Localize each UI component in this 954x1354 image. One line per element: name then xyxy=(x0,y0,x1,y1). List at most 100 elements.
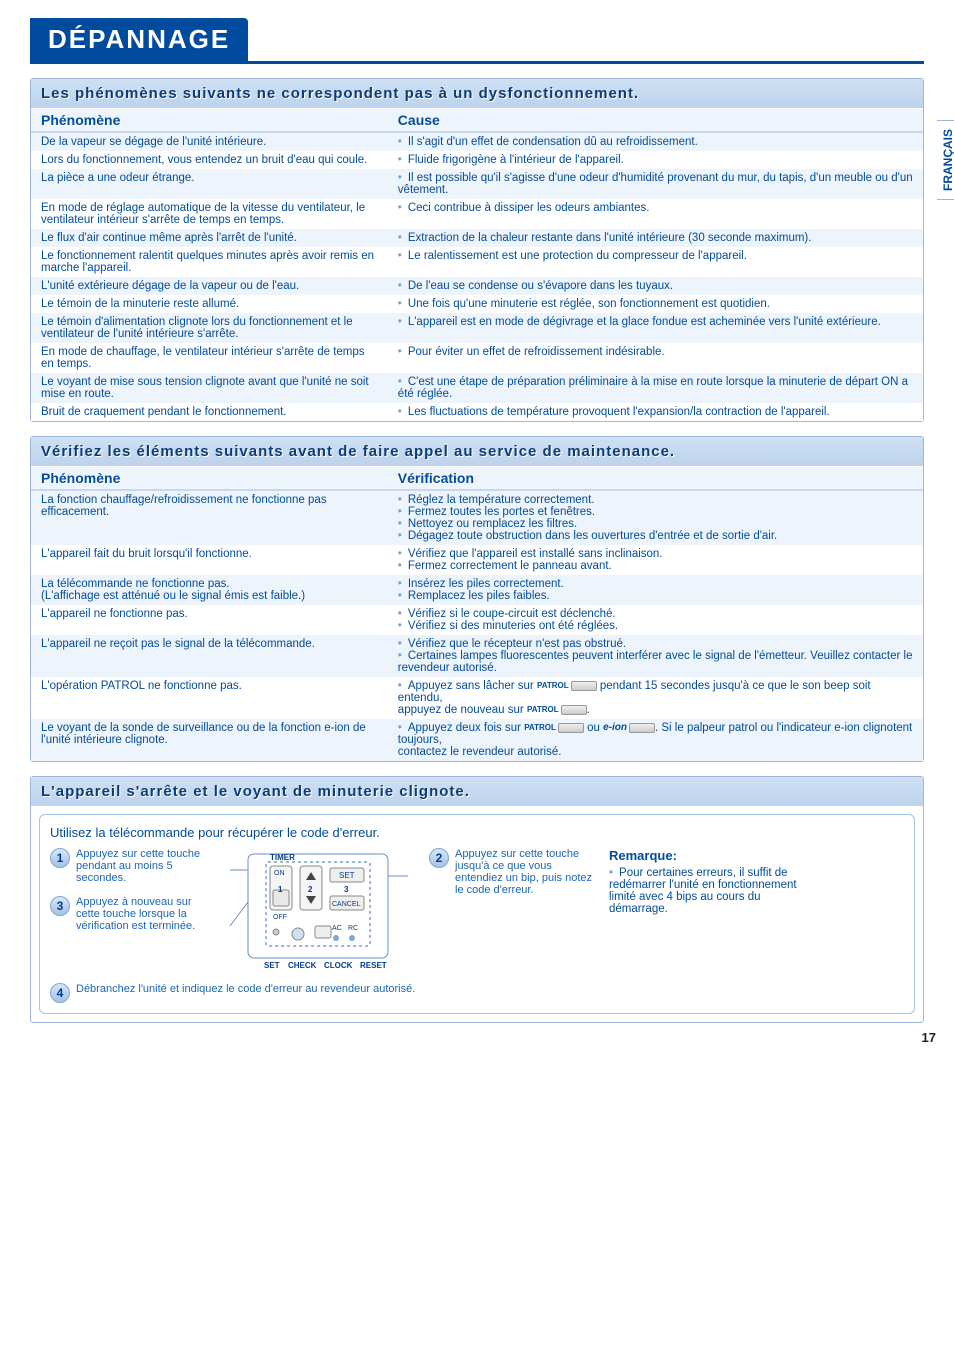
badge-3: 3 xyxy=(50,896,70,916)
page-number: 17 xyxy=(922,1030,936,1045)
table-phenomena-verif: Phénomène Vérification La fonction chauf… xyxy=(31,466,923,761)
cell-phenomene: La fonction chauffage/refroidissement ne… xyxy=(31,490,388,545)
svg-text:TIMER: TIMER xyxy=(270,853,295,862)
cell-verification: Vérifiez que le récepteur n'est pas obst… xyxy=(388,635,923,677)
svg-text:SET: SET xyxy=(264,961,280,970)
badge-1: 1 xyxy=(50,848,70,868)
svg-text:2: 2 xyxy=(308,885,313,894)
cell-cause: Le ralentissement est une protection du … xyxy=(388,247,923,277)
step-2: 2 Appuyez sur cette touche jusqu'à ce qu… xyxy=(429,848,595,896)
step1-text: Appuyez sur cette touche pendant au moin… xyxy=(76,848,206,884)
table-row: De la vapeur se dégage de l'unité intéri… xyxy=(31,132,923,151)
cell-cause: De l'eau se condense ou s'évapore dans l… xyxy=(388,277,923,295)
cell-phenomene: L'appareil ne fonctionne pas. xyxy=(31,605,388,635)
section1-header: Les phénomènes suivants ne correspondent… xyxy=(31,79,923,108)
svg-text:OFF: OFF xyxy=(273,914,287,921)
cell-phenomene: Le fonctionnement ralentit quelques minu… xyxy=(31,247,388,277)
remark-box: Remarque: Pour certaines erreurs, il suf… xyxy=(609,848,799,915)
cell-verification: Appuyez deux fois sur PATROL ou e-ion. S… xyxy=(388,719,923,761)
table-row: En mode de chauffage, le ventilateur int… xyxy=(31,343,923,373)
badge-2: 2 xyxy=(429,848,449,868)
cell-cause: C'est une étape de préparation prélimina… xyxy=(388,373,923,403)
step-4: 4 Débranchez l'unité et indiquez le code… xyxy=(50,983,904,1003)
col-verification: Vérification xyxy=(388,467,923,491)
cell-phenomene: En mode de chauffage, le ventilateur int… xyxy=(31,343,388,373)
page-title: DÉPANNAGE xyxy=(30,18,248,61)
table-row: L'opération PATROL ne fonctionne pas.App… xyxy=(31,677,923,719)
cell-verification: Appuyez sans lâcher sur PATROL pendant 1… xyxy=(388,677,923,719)
cell-verification: Insérez les piles correctement.Remplacez… xyxy=(388,575,923,605)
cell-verification: Vérifiez si le coupe-circuit est déclenc… xyxy=(388,605,923,635)
svg-text:1: 1 xyxy=(278,885,283,894)
cell-phenomene: Le voyant de mise sous tension clignote … xyxy=(31,373,388,403)
cell-phenomene: La pièce a une odeur étrange. xyxy=(31,169,388,199)
cell-phenomene: Le témoin de la minuterie reste allumé. xyxy=(31,295,388,313)
svg-text:RC: RC xyxy=(348,925,358,932)
language-tab: FRANÇAIS xyxy=(937,120,954,200)
col-phenomene2: Phénomène xyxy=(31,467,388,491)
table-row: Bruit de craquement pendant le fonctionn… xyxy=(31,403,923,421)
step3-text: Appuyez à nouveau sur cette touche lorsq… xyxy=(76,896,206,932)
table-row: L'appareil ne reçoit pas le signal de la… xyxy=(31,635,923,677)
cell-cause: Il s'agit d'un effet de condensation dû … xyxy=(388,132,923,151)
svg-text:CHECK: CHECK xyxy=(288,961,317,970)
svg-text:ON: ON xyxy=(274,870,285,877)
cell-phenomene: L'appareil fait du bruit lorsqu'il fonct… xyxy=(31,545,388,575)
badge-4: 4 xyxy=(50,983,70,1003)
cell-phenomene: De la vapeur se dégage de l'unité intéri… xyxy=(31,132,388,151)
table-row: Lors du fonctionnement, vous entendez un… xyxy=(31,151,923,169)
svg-text:RESET: RESET xyxy=(360,961,387,970)
svg-text:CANCEL: CANCEL xyxy=(332,901,361,908)
cell-verification: Vérifiez que l'appareil est installé san… xyxy=(388,545,923,575)
cell-phenomene: Le voyant de la sonde de surveillance ou… xyxy=(31,719,388,761)
cell-phenomene: La télécommande ne fonctionne pas. (L'af… xyxy=(31,575,388,605)
table-row: La fonction chauffage/refroidissement ne… xyxy=(31,490,923,545)
cell-phenomene: En mode de réglage automatique de la vit… xyxy=(31,199,388,229)
section3-header: L'appareil s'arrête et le voyant de minu… xyxy=(31,777,923,806)
cell-phenomene: L'appareil ne reçoit pas le signal de la… xyxy=(31,635,388,677)
table-row: L'unité extérieure dégage de la vapeur o… xyxy=(31,277,923,295)
remote-diagram: TIMER ON OFF SET CANCE xyxy=(220,848,415,973)
remark-title: Remarque: xyxy=(609,848,799,863)
cell-cause: L'appareil est en mode de dégivrage et l… xyxy=(388,313,923,343)
svg-text:3: 3 xyxy=(344,885,349,894)
step2-text: Appuyez sur cette touche jusqu'à ce que … xyxy=(455,848,595,896)
svg-text:CLOCK: CLOCK xyxy=(324,961,353,970)
title-row: DÉPANNAGE xyxy=(30,18,924,64)
table-row: La pièce a une odeur étrange.Il est poss… xyxy=(31,169,923,199)
table-row: Le témoin de la minuterie reste allumé.U… xyxy=(31,295,923,313)
step-1: 1 Appuyez sur cette touche pendant au mo… xyxy=(50,848,206,884)
table-phenomena-cause: Phénomène Cause De la vapeur se dégage d… xyxy=(31,108,923,421)
table-row: L'appareil ne fonctionne pas.Vérifiez si… xyxy=(31,605,923,635)
col-cause: Cause xyxy=(388,109,923,133)
cell-phenomene: L'opération PATROL ne fonctionne pas. xyxy=(31,677,388,719)
table-row: L'appareil fait du bruit lorsqu'il fonct… xyxy=(31,545,923,575)
cell-cause: Fluide frigorigène à l'intérieur de l'ap… xyxy=(388,151,923,169)
cell-phenomene: Lors du fonctionnement, vous entendez un… xyxy=(31,151,388,169)
cell-cause: Pour éviter un effet de refroidissement … xyxy=(388,343,923,373)
section2-header: Vérifiez les éléments suivants avant de … xyxy=(31,437,923,466)
section-verify: Vérifiez les éléments suivants avant de … xyxy=(30,436,924,762)
table-row: La télécommande ne fonctionne pas. (L'af… xyxy=(31,575,923,605)
section-error-code: L'appareil s'arrête et le voyant de minu… xyxy=(30,776,924,1023)
table-row: Le voyant de la sonde de surveillance ou… xyxy=(31,719,923,761)
cell-phenomene: L'unité extérieure dégage de la vapeur o… xyxy=(31,277,388,295)
section-not-malfunction: Les phénomènes suivants ne correspondent… xyxy=(30,78,924,422)
table-row: Le témoin d'alimentation clignote lors d… xyxy=(31,313,923,343)
cell-cause: Ceci contribue à dissiper les odeurs amb… xyxy=(388,199,923,229)
cell-cause: Une fois qu'une minuterie est réglée, so… xyxy=(388,295,923,313)
table-row: Le fonctionnement ralentit quelques minu… xyxy=(31,247,923,277)
table-row: En mode de réglage automatique de la vit… xyxy=(31,199,923,229)
svg-text:AC: AC xyxy=(332,925,342,932)
section3-sub: Utilisez la télécommande pour récupérer … xyxy=(50,825,904,840)
col-phenomene: Phénomène xyxy=(31,109,388,133)
table-row: Le flux d'air continue même après l'arrê… xyxy=(31,229,923,247)
step4-text: Débranchez l'unité et indiquez le code d… xyxy=(76,983,415,995)
cell-cause: Il est possible qu'il s'agisse d'une ode… xyxy=(388,169,923,199)
table-row: Le voyant de mise sous tension clignote … xyxy=(31,373,923,403)
cell-phenomene: Bruit de craquement pendant le fonctionn… xyxy=(31,403,388,421)
cell-phenomene: Le flux d'air continue même après l'arrê… xyxy=(31,229,388,247)
step-3: 3 Appuyez à nouveau sur cette touche lor… xyxy=(50,896,206,932)
remark-text: Pour certaines erreurs, il suffit de red… xyxy=(609,867,799,915)
cell-cause: Les fluctuations de température provoque… xyxy=(388,403,923,421)
